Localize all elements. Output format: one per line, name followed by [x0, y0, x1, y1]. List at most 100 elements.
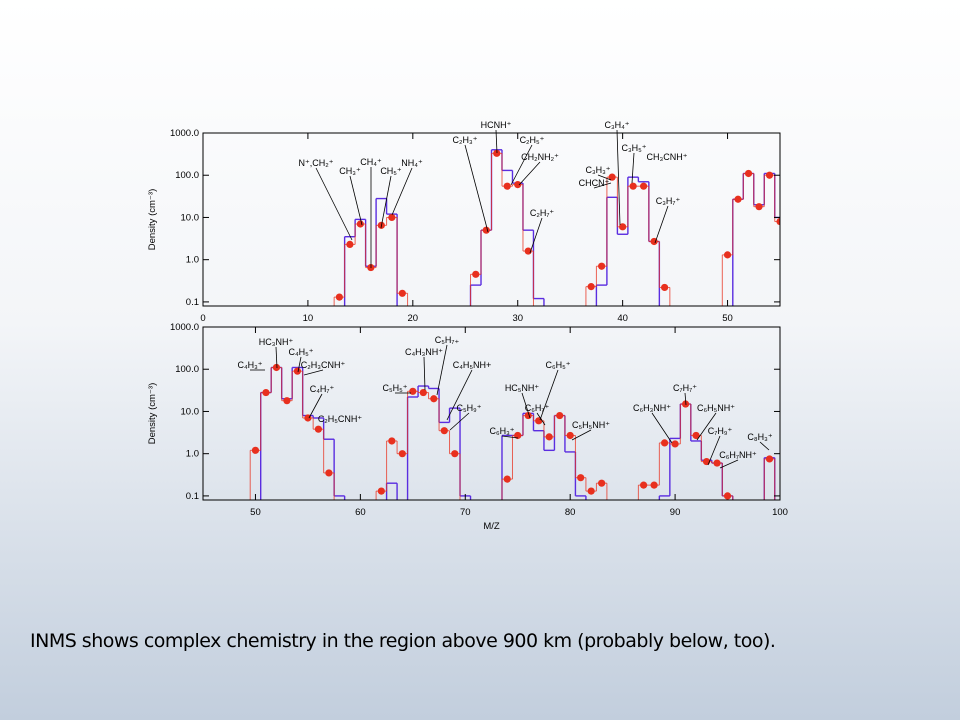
data-point	[388, 437, 396, 445]
annotation: N⁺,CH₂⁺	[299, 158, 334, 168]
annotation-line	[303, 369, 324, 376]
data-point	[398, 450, 406, 458]
data-point	[734, 195, 742, 203]
x-tick-label: 90	[670, 507, 681, 518]
data-point	[335, 293, 343, 301]
annotation: C₂H₇⁺	[530, 208, 555, 218]
y-tick-label: 0.1	[186, 491, 199, 502]
annotation: CH₂NH₂⁺	[521, 152, 559, 162]
data-point	[671, 440, 679, 448]
annotation: C₂H₅CNH⁺	[318, 414, 363, 424]
annotation: C₆H₇NH⁺	[719, 450, 757, 460]
annotation-line	[536, 412, 546, 426]
annotation-line	[651, 412, 673, 444]
annotation: C₅H₅⁺	[382, 383, 407, 393]
x-tick-label: 20	[408, 313, 419, 324]
y-tick-label: 10.0	[181, 406, 200, 417]
annotation: HCNH⁺	[481, 120, 512, 130]
data-point	[545, 433, 553, 441]
annotation-line	[631, 152, 635, 184]
data-point	[451, 450, 459, 458]
annotation-line	[521, 392, 531, 419]
data-point	[356, 220, 364, 228]
data-point	[430, 395, 438, 403]
plot-frame	[202, 132, 781, 307]
x-tick-label: 50	[722, 313, 733, 324]
x-tick-label: 10	[303, 313, 314, 324]
data-point	[640, 182, 648, 190]
data-point	[398, 289, 406, 297]
plot-area	[333, 149, 780, 306]
data-point	[755, 203, 763, 211]
annotation: CH₃⁺	[339, 166, 361, 176]
annotation: C₄H₅NH+	[453, 360, 492, 370]
annotation: C₅H₇₊	[435, 335, 460, 345]
annotation-line	[391, 167, 413, 216]
annotation-line	[616, 129, 621, 226]
y-axis-label: Density (cm⁻³)	[147, 189, 158, 251]
y-tick-label: 1.0	[186, 255, 199, 266]
data-point	[409, 387, 417, 395]
y-axis-label: Density (cm⁻³)	[147, 383, 158, 445]
data-point	[377, 487, 385, 495]
data-point	[440, 427, 448, 435]
y-tick-label: 10.0	[181, 212, 200, 223]
annotation-line	[593, 182, 612, 189]
annotation: C₆H₅NH⁺	[697, 403, 735, 413]
annotation-line	[571, 429, 592, 441]
data-point	[283, 397, 291, 405]
annotation: C₅H₉⁺	[457, 403, 482, 413]
annotation: C₇H₇⁺	[673, 383, 697, 393]
data-point	[514, 180, 522, 189]
annotation: CH₃CNH⁺	[647, 152, 688, 162]
annotation: C₂H₃⁺	[453, 135, 478, 145]
annotation-line	[423, 356, 426, 391]
annotation-line	[449, 412, 470, 431]
data-point	[640, 481, 648, 489]
data-point	[744, 169, 753, 178]
data-point	[472, 270, 480, 278]
data-point	[325, 469, 333, 477]
y-tick-label: 1.0	[186, 449, 199, 460]
annotation: C₄H₃NH⁺	[405, 347, 443, 357]
data-point	[503, 475, 511, 483]
annotation-line	[684, 392, 687, 406]
annotation: C₂H₅⁺	[520, 135, 545, 145]
data-point	[619, 223, 627, 231]
data-point	[482, 226, 490, 234]
data-point	[251, 446, 260, 454]
annotation: C₃H₃⁺	[585, 165, 610, 175]
data-point	[262, 388, 270, 397]
data-point	[503, 182, 511, 190]
annotation-line	[696, 412, 717, 441]
caption: INMS shows complex chemistry in the regi…	[30, 630, 776, 652]
annotation: CH₅⁺	[380, 166, 402, 176]
annotation: C₂H₃CNH⁺	[301, 360, 346, 370]
data-point	[535, 417, 543, 425]
x-tick-label: 80	[565, 507, 576, 518]
annotation: C₄H₇⁺	[310, 384, 335, 394]
data-point	[314, 425, 322, 433]
data-point	[587, 283, 595, 291]
y-tick-label: 1000.0	[170, 322, 199, 333]
annotation: C₃H₇⁺	[656, 196, 681, 206]
annotation: C₄H₃⁺	[237, 360, 262, 370]
annotation-line	[275, 346, 278, 369]
annotation: NH₄⁺	[401, 158, 423, 168]
data-point	[556, 411, 564, 420]
annotation: C₆H₇⁺	[525, 403, 550, 413]
data-point	[776, 217, 780, 226]
x-tick-label: 50	[250, 507, 261, 518]
x-tick-label: 70	[460, 507, 471, 518]
data-point	[272, 363, 281, 372]
annotation-line	[297, 356, 302, 373]
annotation-line	[501, 435, 519, 439]
annotation-line	[759, 441, 770, 451]
annotation-line	[308, 393, 323, 419]
annotation-line	[349, 175, 363, 226]
data-point	[713, 459, 721, 467]
y-tick-label: 1000.0	[170, 128, 199, 139]
annotation-line	[707, 435, 721, 466]
